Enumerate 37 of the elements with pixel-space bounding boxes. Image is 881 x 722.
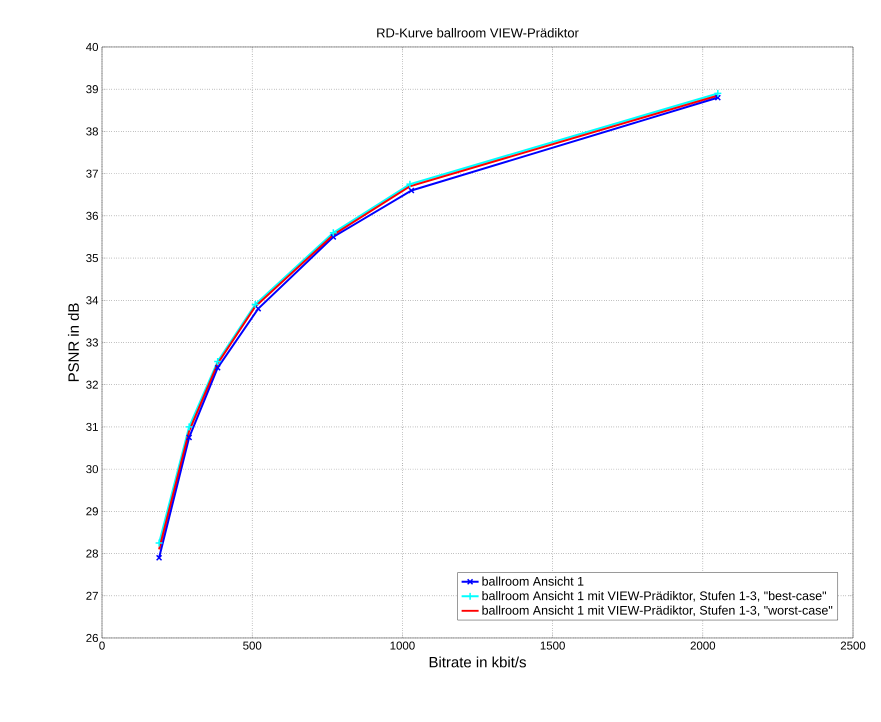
y-tick-label: 36: [86, 212, 98, 220]
point: [329, 228, 338, 237]
x-tick-label: 500: [243, 642, 262, 650]
point: [214, 364, 221, 372]
point: [330, 234, 337, 240]
point: [250, 300, 260, 309]
y-tick-label: 28: [86, 550, 98, 558]
x-tick-label: 2000: [690, 642, 716, 650]
x-tick-label: 0: [99, 642, 105, 650]
point: [186, 434, 192, 441]
legend-label: ballroom Ansicht 1 mit VIEW-Prädiktor, Stufen 1-3, "best-case": [482, 591, 826, 602]
point: [408, 187, 415, 194]
x-tick-label: 1500: [540, 642, 565, 650]
y-tick-label: 33: [86, 338, 98, 347]
y-tick-label: 26: [86, 634, 98, 642]
point: [255, 305, 262, 312]
legend-label: ballroom Ansicht 1: [482, 576, 584, 586]
y-tick-label: 29: [86, 507, 98, 516]
point: [406, 180, 414, 188]
y-tick-label: 30: [86, 465, 98, 474]
y-tick-label: 38: [86, 127, 98, 136]
y-tick-label: 34: [86, 296, 98, 304]
y-axis-title: PSNR in dB: [68, 303, 79, 382]
y-tick-label: 27: [86, 592, 98, 600]
legend-label: ballroom Ansicht 1 mit VIEW-Prädiktor, Stufen 1-3, "worst-case": [482, 606, 832, 616]
y-tick-label: 39: [86, 85, 98, 94]
point: [213, 357, 222, 366]
point: [184, 422, 194, 432]
y-tick-label: 31: [86, 422, 98, 431]
y-tick-label: 37: [86, 170, 98, 178]
y-tick-label: 40: [86, 42, 98, 52]
x-tick-label: 2500: [840, 642, 866, 650]
y-tick-label: 32: [86, 380, 98, 389]
x-tick-label: 1000: [390, 642, 415, 650]
x-axis-title: Bitrate in kbit/s: [430, 656, 526, 668]
y-tick-label: 35: [86, 254, 98, 262]
chart-title: RD-Kurve ballroom VIEW-Prädiktor: [377, 28, 579, 38]
